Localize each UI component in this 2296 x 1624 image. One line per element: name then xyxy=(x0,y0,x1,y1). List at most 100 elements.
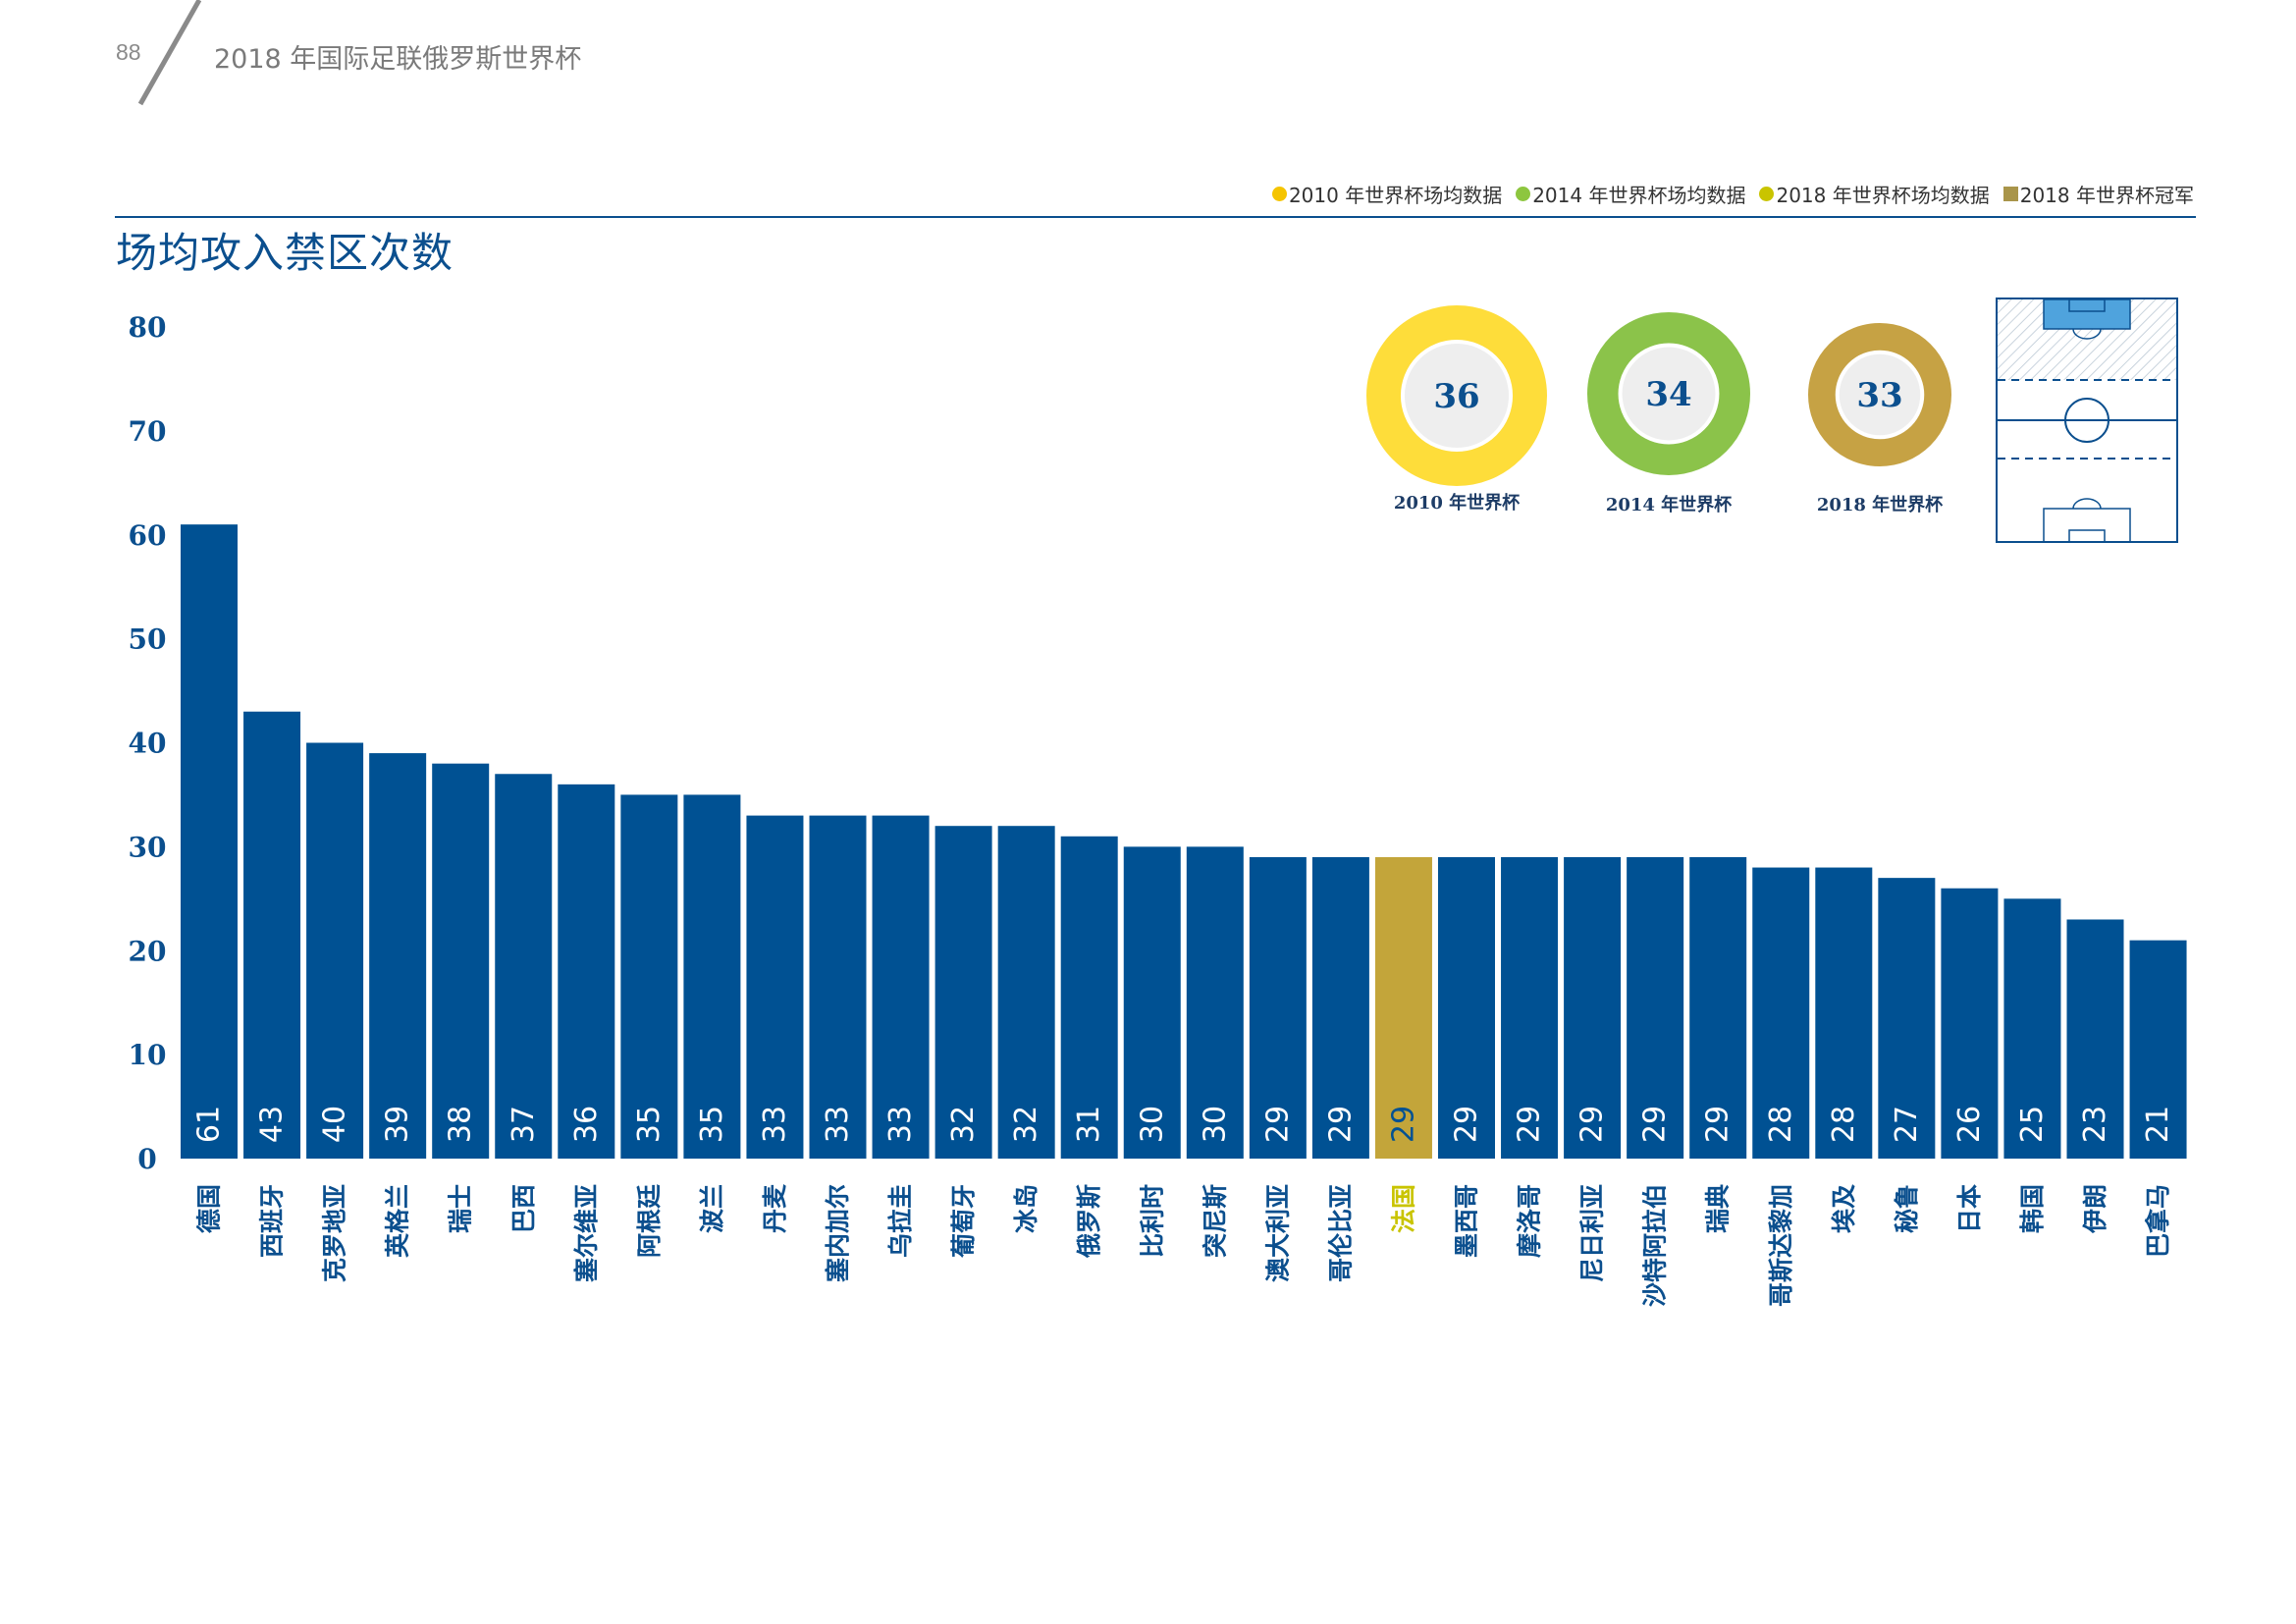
bar-value-label: 21 xyxy=(2141,1106,2175,1143)
bar xyxy=(1815,867,1873,1159)
bar xyxy=(872,815,930,1159)
category-label: 法国 xyxy=(1389,1184,1417,1233)
value-labels: 61 43 40 39 38 37 36 35 35 33 33 33 32 32 31 30 30 29 29 29… xyxy=(192,1106,2176,1143)
legend-label-2010: 2010 年世界杯场均数据 xyxy=(1288,184,1503,207)
legend-dot-2014 xyxy=(1516,187,1531,201)
donut-center xyxy=(1839,353,1921,436)
bar xyxy=(1438,856,1495,1159)
bar xyxy=(1878,878,1936,1159)
legend-item-2010: 2010 年世界杯场均数据 xyxy=(1271,180,1503,208)
bar-value-label: 61 xyxy=(192,1106,227,1143)
bar-value-label: 29 xyxy=(1638,1106,1673,1143)
bar-value-label: 35 xyxy=(632,1106,667,1143)
bar-value-label: 32 xyxy=(946,1106,981,1143)
bar xyxy=(2129,940,2187,1159)
penalty-arc-top xyxy=(2072,328,2102,340)
donut-value: 33 xyxy=(1856,376,1902,415)
donut-ring xyxy=(1587,311,1751,475)
bar-value-label: 33 xyxy=(883,1106,918,1143)
donut-ring xyxy=(1365,305,1547,487)
bar-value-label: 25 xyxy=(2015,1106,2050,1143)
bar-value-label: 43 xyxy=(255,1106,290,1143)
category-label: 哥斯达黎加 xyxy=(1767,1184,1795,1307)
bar-value-label: 23 xyxy=(2078,1106,2112,1143)
y-tick-label: 10 xyxy=(129,1039,167,1071)
legend-item-champion: 2018 年世界杯冠军 xyxy=(2002,180,2194,208)
bar-value-label: 30 xyxy=(1198,1106,1232,1143)
goal-box-bottom xyxy=(2068,529,2106,543)
donut-center xyxy=(1622,347,1716,441)
bar-value-label: 33 xyxy=(821,1106,855,1143)
category-label: 克罗地亚 xyxy=(321,1184,349,1282)
category-label: 摩洛哥 xyxy=(1516,1184,1544,1258)
category-label: 韩国 xyxy=(2018,1184,2047,1233)
donut-group: 36 2010 年世界杯 34 2014 年世界杯 33 2018 年世界杯 xyxy=(1365,305,1951,515)
category-label: 乌拉圭 xyxy=(886,1184,915,1258)
category-label: 英格兰 xyxy=(384,1184,412,1258)
bar-value-label: 31 xyxy=(1072,1106,1106,1143)
legend-dot-2018 xyxy=(1759,187,1775,201)
center-circle xyxy=(2064,398,2109,443)
bar xyxy=(934,826,992,1159)
y-tick-label: 0 xyxy=(137,1143,156,1175)
bar-value-label: 29 xyxy=(1575,1106,1610,1143)
header-slash xyxy=(137,0,202,106)
bar xyxy=(1311,856,1369,1159)
bar xyxy=(306,742,364,1159)
category-label: 伊朗 xyxy=(2081,1184,2109,1234)
category-label: 埃及 xyxy=(1830,1184,1858,1233)
page-number: 88 xyxy=(116,39,141,65)
penalty-box-top xyxy=(2043,298,2131,330)
y-tick-label: 40 xyxy=(129,728,167,760)
bar xyxy=(1123,846,1181,1159)
y-tick-label: 70 xyxy=(129,415,167,448)
category-label: 丹麦 xyxy=(761,1183,789,1233)
bar xyxy=(620,794,678,1159)
bar xyxy=(683,794,741,1159)
category-label: 巴拿马 xyxy=(2144,1184,2172,1258)
bar-value-label: 39 xyxy=(381,1106,415,1143)
bar xyxy=(558,784,615,1159)
bar-value-label: 32 xyxy=(1009,1106,1043,1143)
category-label: 比利时 xyxy=(1138,1184,1166,1258)
bar-value-label: 28 xyxy=(1827,1106,1861,1143)
legend-item-2018: 2018 年世界杯场均数据 xyxy=(1759,180,1990,208)
y-tick-label: 50 xyxy=(129,623,167,656)
legend-dot-2010 xyxy=(1271,187,1287,201)
bar-value-label: 40 xyxy=(318,1106,352,1143)
donut-center xyxy=(1404,343,1510,449)
bar-value-label: 37 xyxy=(507,1106,541,1143)
bar-value-label: 29 xyxy=(1450,1106,1484,1143)
legend-label-2018: 2018 年世界杯场均数据 xyxy=(1776,184,1990,207)
bar xyxy=(1060,836,1118,1159)
category-label: 波兰 xyxy=(698,1184,726,1233)
category-label: 葡萄牙 xyxy=(949,1184,978,1259)
category-label: 日本 xyxy=(1955,1184,1984,1233)
pitch-diagram xyxy=(1996,298,2178,543)
bar-value-label: 35 xyxy=(695,1106,729,1143)
legend-square-champion xyxy=(2002,187,2018,201)
bar xyxy=(997,826,1055,1159)
category-label: 瑞士 xyxy=(447,1184,475,1233)
category-label: 尼日利亚 xyxy=(1578,1184,1607,1282)
category-label: 突尼斯 xyxy=(1201,1184,1229,1258)
bar-value-label: 30 xyxy=(1135,1106,1169,1143)
bar xyxy=(1501,856,1559,1159)
bar xyxy=(2003,898,2061,1159)
chart-legend: 2010 年世界杯场均数据 2014 年世界杯场均数据 2018 年世界杯场均数… xyxy=(1271,180,2194,208)
category-label: 西班牙 xyxy=(258,1184,287,1258)
donut-ring xyxy=(1807,322,1951,466)
bar-value-label: 38 xyxy=(444,1106,478,1143)
category-label: 沙特阿拉伯 xyxy=(1641,1184,1670,1307)
bar xyxy=(243,711,301,1159)
legend-item-2014: 2014 年世界杯场均数据 xyxy=(1516,180,1745,208)
bar xyxy=(432,763,490,1159)
donut-value: 36 xyxy=(1433,377,1479,416)
bar-series xyxy=(181,524,2187,1159)
header-title: 2018 年国际足联俄罗斯世界杯 xyxy=(214,44,582,75)
category-label: 墨西哥 xyxy=(1453,1184,1481,1258)
bar xyxy=(495,774,553,1159)
category-label: 德国 xyxy=(195,1184,224,1233)
bar-value-label: 27 xyxy=(1890,1106,1924,1143)
